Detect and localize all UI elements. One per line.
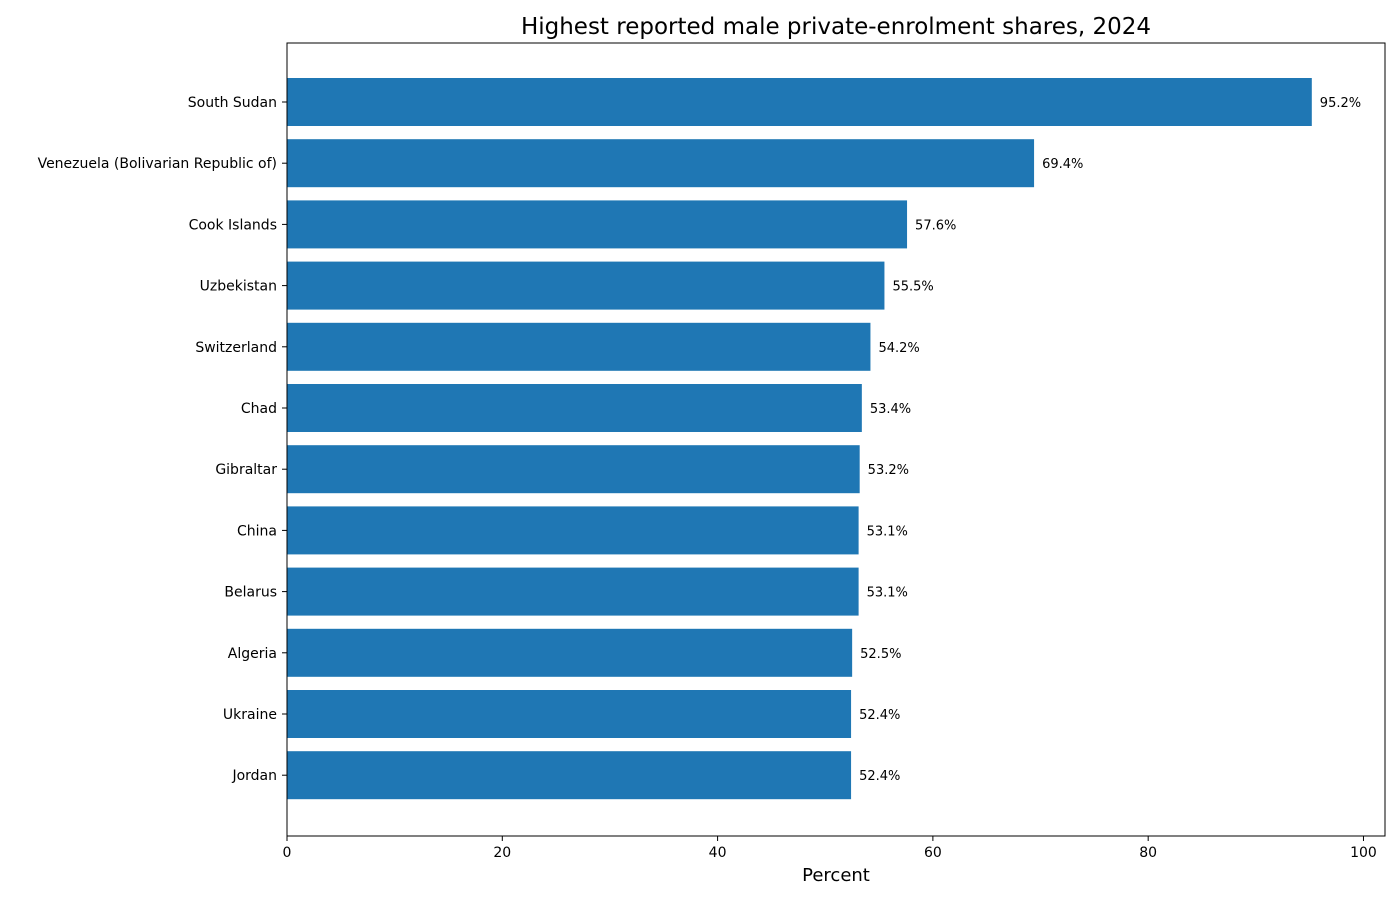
plot-frame [286, 42, 1386, 837]
x-tick-label: 40 [709, 845, 727, 861]
bar [287, 628, 853, 677]
data-label: 52.4% [859, 769, 900, 784]
bar [287, 690, 852, 738]
bar [287, 751, 852, 800]
y-tick-label: Jordan [231, 768, 277, 784]
y-tick-label: Gibraltar [215, 462, 277, 478]
bar [287, 506, 859, 555]
x-tick-label: 100 [1350, 845, 1377, 861]
y-tick-label: Ukraine [223, 707, 277, 723]
bar [287, 261, 885, 310]
data-label: 53.1% [867, 524, 908, 539]
bar [287, 200, 908, 249]
y-tick-label: South Sudan [188, 95, 277, 111]
data-label: 54.2% [878, 341, 919, 356]
data-labels-group: 95.2% 69.4% 57.6% 55.5% 54.2% 53.4% 53.2% 53.1%… [859, 96, 1361, 784]
data-label: 69.4% [1042, 157, 1083, 172]
bar [287, 78, 1312, 126]
bar [287, 567, 859, 616]
data-label: 53.1% [867, 586, 908, 601]
data-label: 55.5% [892, 280, 933, 295]
data-label: 53.2% [868, 463, 909, 478]
y-tick-label: Cook Islands [189, 217, 277, 233]
x-tick-label: 80 [1139, 845, 1157, 861]
x-axis-label: Percent [802, 865, 870, 886]
bars-group [287, 78, 1312, 800]
data-label: 52.5% [860, 647, 901, 662]
data-label: 53.4% [870, 402, 911, 417]
y-tick-label: China [237, 523, 277, 539]
bar [287, 445, 860, 494]
bar [287, 139, 1035, 188]
chart-title: Highest reported male private-enrolment … [521, 14, 1151, 40]
y-tick-label: Switzerland [195, 340, 277, 356]
y-tick-label: Algeria [228, 646, 277, 662]
data-label: 52.4% [859, 708, 900, 723]
x-tick-label: 60 [924, 845, 942, 861]
data-label: 95.2% [1320, 96, 1361, 111]
x-axis-ticks: 0 20 40 60 80 100 [283, 836, 1377, 861]
y-tick-label: Belarus [224, 585, 277, 601]
y-axis-ticks: South Sudan Venezuela (Bolivarian Republi… [38, 95, 287, 784]
y-tick-label: Uzbekistan [200, 279, 277, 295]
bar [287, 384, 862, 432]
y-tick-label: Venezuela (Bolivarian Republic of) [38, 156, 277, 172]
bar [287, 322, 871, 371]
x-tick-label: 0 [283, 845, 292, 861]
data-label: 57.6% [915, 218, 956, 233]
y-tick-label: Chad [241, 401, 277, 417]
x-tick-label: 20 [493, 845, 511, 861]
